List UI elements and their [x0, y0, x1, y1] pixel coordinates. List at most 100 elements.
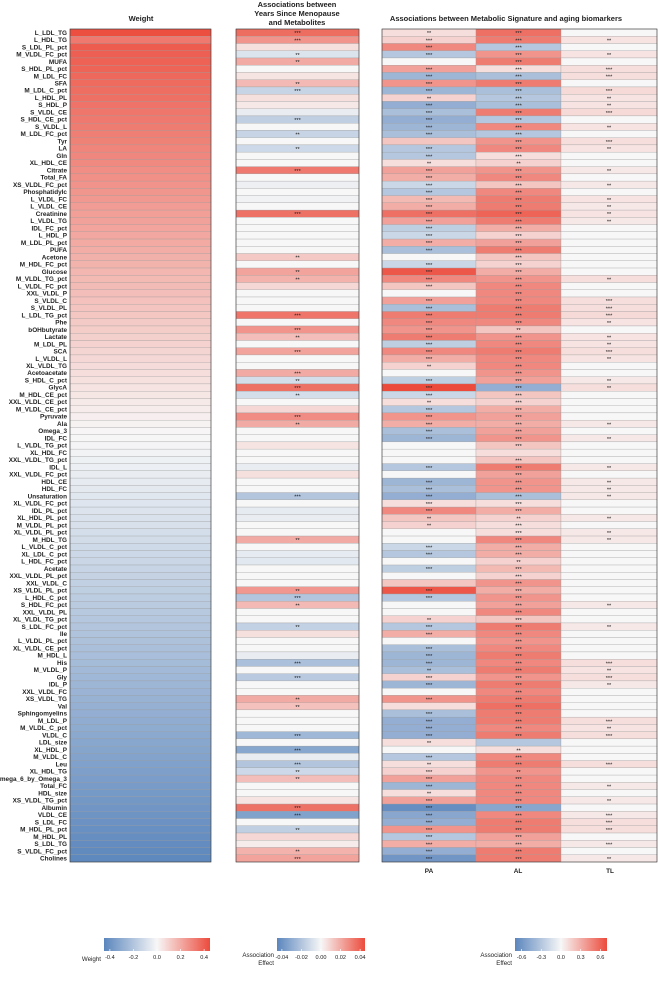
al-significance: *** — [515, 763, 522, 769]
tl-cell — [560, 745, 658, 754]
metabolite-label: S_VLDL_C — [34, 298, 67, 305]
menopause-significance: *** — [294, 495, 301, 501]
tl-significance: ** — [607, 516, 612, 522]
menopause-cell — [235, 818, 360, 826]
legend-menopause-label-line-2: Effect — [258, 960, 274, 967]
metabolite-label: S_HDL_C_pct — [25, 377, 68, 384]
weight-cell — [69, 825, 212, 834]
pa-significance: *** — [426, 806, 433, 812]
metabolite-label: XS_VLDL_PL_pct — [13, 588, 67, 595]
metabolite-label: M_VLDL_FC_pct — [16, 52, 68, 59]
menopause-significance: *** — [294, 813, 301, 819]
menopause-significance: *** — [294, 372, 301, 378]
al-significance: *** — [515, 31, 522, 37]
weight-cell — [69, 528, 212, 537]
pa-significance: *** — [426, 386, 433, 392]
column-label-al: AL — [514, 868, 523, 875]
metabolite-label: Tyr — [58, 138, 68, 145]
weight-cell — [69, 94, 212, 102]
metabolite-label: XL_HDL_TG — [30, 769, 67, 776]
al-significance: *** — [515, 212, 522, 218]
metabolite-label: PUFA — [50, 247, 67, 254]
al-significance: *** — [515, 38, 522, 44]
tl-cell — [560, 774, 658, 783]
menopause-panel-border — [235, 28, 360, 863]
weight-cell — [69, 50, 212, 59]
al-significance: *** — [515, 850, 522, 856]
metabolite-label: M_VLDL_TG_pct — [16, 276, 68, 283]
weight-cell — [69, 593, 212, 602]
al-significance: *** — [515, 183, 522, 189]
metabolite-label: XL_VLDL_TG — [26, 363, 67, 370]
tl-significance: ** — [607, 53, 612, 59]
metabolite-label: Total_FC — [40, 783, 67, 790]
metabolite-label: S_VLDL_FC_pct — [17, 848, 68, 855]
tl-significance: *** — [606, 67, 613, 73]
tl-significance: ** — [607, 538, 612, 544]
legend-tick-label: 0.0 — [557, 955, 565, 961]
al-significance: *** — [515, 176, 522, 182]
weight-cell — [69, 521, 212, 529]
al-significance: *** — [515, 538, 522, 544]
tl-significance: ** — [607, 487, 612, 493]
tl-cell — [560, 325, 658, 334]
weight-cell — [69, 347, 212, 356]
tl-cell — [560, 521, 658, 529]
pa-significance: *** — [426, 756, 433, 762]
menopause-cell — [235, 528, 360, 537]
weight-panel-title: Weight — [129, 14, 154, 23]
metabolite-label: bOHbutyrate — [28, 327, 67, 334]
menopause-cell — [235, 644, 360, 653]
metabolite-label: M_HDL_PL_pct — [20, 827, 68, 834]
metabolite-label: Acetone — [42, 254, 68, 261]
pa-significance: ** — [427, 364, 432, 370]
menopause-cell — [235, 398, 360, 406]
tl-significance: ** — [607, 625, 612, 631]
menopause-significance: *** — [294, 386, 301, 392]
pa-significance: *** — [426, 676, 433, 682]
weight-cell — [69, 745, 212, 754]
menopause-significance: ** — [295, 256, 300, 262]
weight-cell — [69, 188, 212, 196]
menopause-cell — [235, 123, 360, 131]
biomarker-panel-border — [381, 28, 658, 863]
al-significance: ** — [516, 748, 521, 754]
menopause-cell — [235, 637, 360, 645]
al-significance: *** — [515, 661, 522, 667]
pa-significance: *** — [426, 487, 433, 493]
tl-significance: ** — [607, 96, 612, 102]
weight-cell — [69, 477, 212, 486]
metabolite-label: Creatinine — [36, 211, 68, 218]
al-cell — [475, 738, 562, 747]
metabolite-label: L_HDL_P — [39, 233, 68, 240]
menopause-cell — [235, 362, 360, 370]
weight-cell — [69, 753, 212, 761]
menopause-significance: *** — [294, 118, 301, 124]
weight-cell — [69, 702, 212, 711]
al-significance: *** — [515, 611, 522, 617]
menopause-cell — [235, 796, 360, 805]
tl-significance: *** — [606, 719, 613, 725]
al-significance: *** — [515, 828, 522, 834]
pa-significance: *** — [426, 46, 433, 52]
metabolite-label: XL_LDL_C_pct — [22, 551, 68, 558]
tl-cell — [560, 427, 658, 435]
metabolite-label: Albumin — [41, 805, 67, 812]
weight-cell — [69, 514, 212, 522]
menopause-cell — [235, 72, 360, 80]
tl-cell — [560, 391, 658, 399]
pa-significance: *** — [426, 466, 433, 472]
al-significance: *** — [515, 690, 522, 696]
al-significance: *** — [515, 350, 522, 356]
weight-cell — [69, 470, 212, 479]
metabolite-label: IDL_FC — [45, 435, 68, 442]
weight-cell — [69, 434, 212, 443]
pa-cell — [381, 253, 477, 261]
weight-cell — [69, 412, 212, 421]
weight-cell — [69, 115, 212, 124]
al-significance: *** — [515, 654, 522, 660]
tl-cell — [560, 115, 658, 124]
weight-cell — [69, 362, 212, 370]
al-significance: *** — [515, 96, 522, 102]
tl-significance: ** — [607, 183, 612, 189]
